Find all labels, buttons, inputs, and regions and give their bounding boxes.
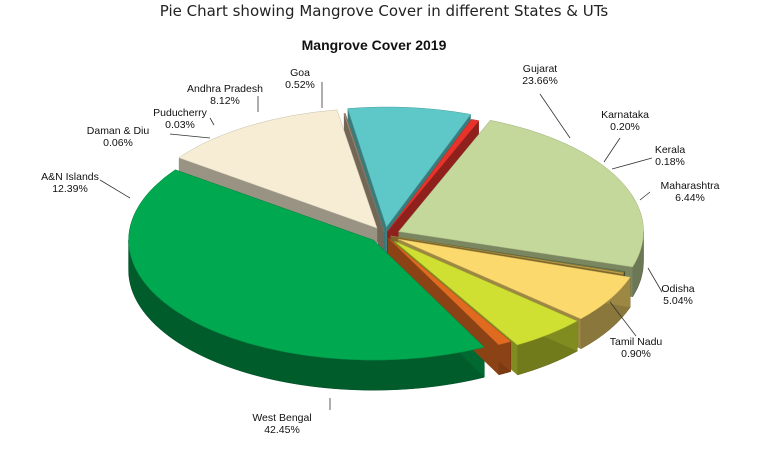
label-maharashtra: Maharashtra 6.44% — [661, 180, 720, 204]
label-value-puducherry: 0.03% — [165, 119, 195, 131]
leader-a-n-islands — [99, 179, 131, 199]
pie-slice-goa — [386, 119, 480, 233]
label-karnataka: Karnataka 0.20% — [601, 109, 649, 133]
label-name-west-bengal: West Bengal — [252, 412, 311, 424]
leader-odisha — [647, 267, 663, 293]
label-gujarat: Gujarat 23.66% — [522, 63, 558, 87]
label-name-puducherry: Puducherry — [153, 107, 207, 119]
label-andhra-pradesh: Andhra Pradesh 8.12% — [187, 83, 263, 107]
pie-slice-maharashtra — [397, 238, 631, 320]
leader-kerala — [611, 157, 653, 170]
label-tamil-nadu: Tamil Nadu 0.90% — [610, 336, 663, 360]
label-name-andhra-pradesh: Andhra Pradesh — [187, 83, 263, 95]
label-puducherry: Puducherry 0.03% — [153, 107, 207, 131]
pie-slice-kerala — [390, 235, 625, 275]
label-name-maharashtra: Maharashtra — [661, 180, 720, 192]
label-value-west-bengal: 42.45% — [264, 424, 300, 436]
label-value-tamil-nadu: 0.90% — [621, 348, 651, 360]
label-value-karnataka: 0.20% — [610, 121, 640, 133]
label-value-daman-diu: 0.06% — [103, 137, 133, 149]
label-odisha: Odisha 5.04% — [661, 283, 694, 307]
label-a-n-islands: A&N Islands 12.39% — [41, 171, 99, 195]
label-value-andhra-pradesh: 8.12% — [210, 95, 240, 107]
leader-karnataka — [603, 137, 621, 163]
label-value-a-n-islands: 12.39% — [52, 183, 88, 195]
leader-tamil-nadu — [609, 301, 637, 337]
label-name-daman-diu: Daman & Diu — [87, 125, 150, 137]
leader-maharashtra — [639, 191, 651, 201]
chart-title: Mangrove Cover 2019 — [302, 37, 447, 53]
label-west-bengal: West Bengal 42.45% — [252, 412, 311, 436]
pie-slice-andhra-pradesh — [347, 106, 472, 228]
pie-slice-puducherry — [344, 113, 385, 232]
label-name-kerala: Kerala — [655, 144, 686, 156]
label-name-goa: Goa — [290, 67, 310, 79]
label-name-a-n-islands: A&N Islands — [41, 171, 99, 183]
page-title: Pie Chart showing Mangrove Cover in diff… — [159, 2, 609, 20]
label-name-karnataka: Karnataka — [601, 109, 649, 121]
leader-gujarat — [539, 93, 571, 139]
leader-daman-diu — [169, 133, 211, 139]
label-value-kerala: 0.18% — [655, 156, 685, 168]
label-name-odisha: Odisha — [661, 283, 694, 295]
label-name-gujarat: Gujarat — [523, 63, 558, 75]
label-value-maharashtra: 6.44% — [675, 192, 705, 204]
leader-puducherry — [209, 117, 215, 126]
pie-slice-odisha — [394, 240, 578, 346]
pie-slice-west-bengal — [128, 169, 485, 361]
label-daman-diu: Daman & Diu 0.06% — [87, 125, 150, 149]
pie-slice-a-n-islands — [178, 109, 378, 229]
label-name-tamil-nadu: Tamil Nadu — [610, 336, 663, 348]
label-goa: Goa 0.52% — [285, 67, 315, 91]
pie-slice-gujarat — [398, 120, 644, 268]
label-value-odisha: 5.04% — [663, 295, 693, 307]
pie-slice-tamil-nadu — [387, 237, 512, 346]
label-value-goa: 0.52% — [285, 79, 315, 91]
label-kerala: Kerala 0.18% — [655, 144, 686, 168]
label-value-gujarat: 23.66% — [522, 75, 558, 87]
